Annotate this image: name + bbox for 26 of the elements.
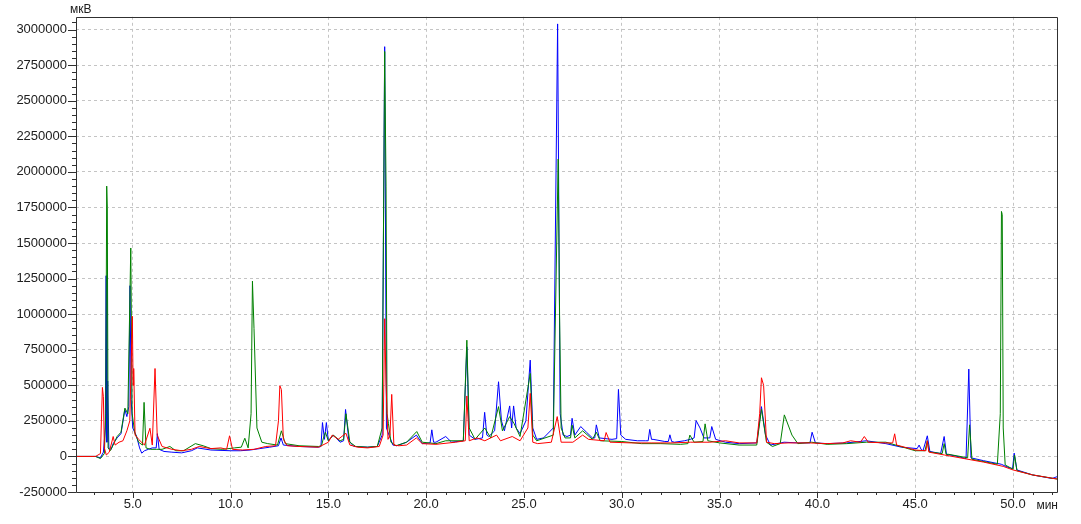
- x-tick-label: 30.0: [609, 496, 635, 512]
- y-tick-label: 1000000: [16, 305, 67, 321]
- x-axis-title: мин: [1036, 498, 1058, 513]
- y-tick-label: 250000: [23, 412, 67, 428]
- x-tick-label: 35.0: [706, 496, 733, 512]
- y-tick-label: -250000: [19, 483, 67, 499]
- y-tick-label: 3000000: [16, 21, 67, 37]
- x-tick-label: 45.0: [902, 496, 928, 512]
- x-tick-label: 20.0: [413, 496, 439, 512]
- y-tick-label: 2500000: [16, 92, 67, 108]
- y-tick-label: 500000: [23, 376, 67, 392]
- x-tick-label: 50.0: [1000, 496, 1026, 512]
- x-tick-label: 40.0: [804, 496, 831, 512]
- x-tick-label: 10.0: [217, 496, 244, 512]
- y-tick-label: 1250000: [16, 270, 67, 286]
- y-axis-title: мкВ: [70, 2, 92, 17]
- y-tick-label: 1750000: [16, 199, 67, 215]
- y-tick-label: 2750000: [16, 56, 67, 72]
- y-tick-label: 0: [59, 448, 67, 464]
- y-tick-label: 2250000: [16, 127, 67, 143]
- x-tick-label: 25.0: [511, 496, 537, 512]
- y-tick-label: 750000: [23, 341, 67, 357]
- x-tick-label: 15.0: [315, 496, 341, 512]
- x-tick-label: 5.0: [123, 496, 142, 512]
- y-tick-label: 1500000: [16, 234, 67, 250]
- y-tick-label: 2000000: [16, 163, 67, 179]
